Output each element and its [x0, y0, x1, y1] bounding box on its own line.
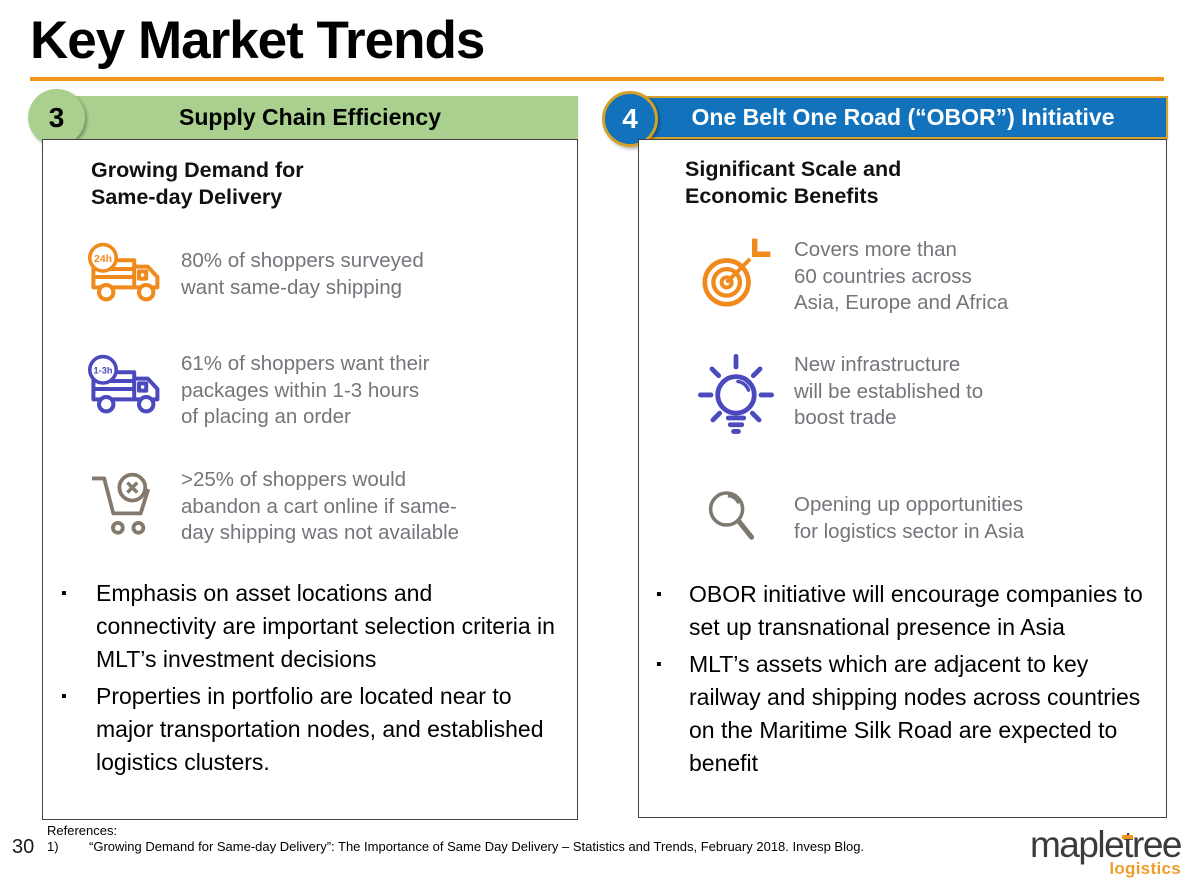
logo-word-start: maple: [1029, 824, 1125, 865]
stat-text-cart-abandon: >25% of shoppers would abandon a cart on…: [181, 468, 460, 544]
right-panel-box: Significant Scale and Economic Benefits …: [638, 139, 1167, 818]
stat-text-opportunities: Opening up opportunities for logistics s…: [794, 493, 1025, 543]
reference-number: 1): [47, 839, 59, 854]
truck-1-3h-badge-label: 1-3h: [94, 365, 113, 375]
truck-24h-badge-label: 24h: [94, 254, 112, 265]
left-panel-box: Growing Demand for Same-day Delivery 24h…: [42, 139, 578, 820]
right-panel-heading: Significant Scale and Economic Benefits: [685, 157, 902, 208]
title-underline: [30, 77, 1164, 81]
stat-text-same-day: 80% of shoppers surveyed want same-day s…: [181, 249, 424, 299]
stat-text-1-3-hours: 61% of shoppers want their packages with…: [181, 352, 430, 428]
left-bullet-list: ▪ Emphasis on asset locations and connec…: [61, 577, 569, 779]
bullet-text: MLT’s assets which are adjacent to key r…: [689, 651, 1141, 776]
logo-wordmark: mapletree: [1003, 824, 1183, 865]
abandoned-cart-icon: [89, 460, 165, 544]
bullet-item: ▪ OBOR initiative will encourage compani…: [656, 578, 1158, 644]
left-panel-number-badge: 3: [28, 89, 85, 146]
reference-text: “Growing Demand for Same-day Delivery”: …: [89, 839, 865, 854]
reference-item: 1) “Growing Demand for Same-day Delivery…: [47, 839, 864, 854]
bullet-marker: ▪: [656, 586, 662, 603]
bullet-marker: ▪: [61, 585, 67, 602]
logo-word-end: ree: [1132, 824, 1182, 865]
bullet-marker: ▪: [61, 688, 67, 705]
lightbulb-icon: [687, 343, 785, 443]
logo-sub-label: logistics: [1109, 859, 1181, 878]
left-panel-header-bar: Supply Chain Efficiency: [42, 96, 578, 139]
bullet-text: OBOR initiative will encourage companies…: [689, 581, 1143, 640]
right-panel-number: 4: [622, 103, 638, 134]
page-title: Key Market Trends: [30, 11, 485, 70]
right-panel-number-badge: 4: [602, 91, 658, 147]
page-number: 30: [12, 836, 35, 858]
bullet-item: ▪ Properties in portfolio are located ne…: [61, 680, 569, 779]
truck-24h-icon: 24h: [83, 238, 171, 316]
left-panel-number: 3: [48, 101, 65, 133]
right-bullet-list: ▪ OBOR initiative will encourage compani…: [656, 578, 1158, 780]
bullet-item: ▪ Emphasis on asset locations and connec…: [61, 577, 569, 676]
right-panel-header-bar: One Belt One Road (“OBOR”) Initiative: [638, 96, 1168, 139]
bullet-text: Emphasis on asset locations and connecti…: [96, 580, 555, 672]
logo-t-glyph: t: [1122, 824, 1133, 865]
bullet-text: Properties in portfolio are located near…: [96, 683, 544, 775]
left-panel-heading: Growing Demand for Same-day Delivery: [91, 158, 304, 209]
stat-text-countries: Covers more than 60 countries across Asi…: [794, 238, 1009, 314]
truck-1-3h-icon: 1-3h: [83, 350, 171, 428]
stat-text-infrastructure: New infrastructure will be established t…: [794, 353, 984, 429]
left-panel-header-label: Supply Chain Efficiency: [179, 104, 441, 130]
references-label: References:: [47, 823, 118, 838]
right-panel-header-label: One Belt One Road (“OBOR”) Initiative: [691, 104, 1115, 130]
magnifier-icon: [701, 483, 765, 553]
bullet-marker: ▪: [656, 656, 662, 673]
mapletree-logo: mapletree logistics: [1003, 824, 1183, 879]
target-icon: [697, 233, 775, 313]
bullet-item: ▪ MLT’s assets which are adjacent to key…: [656, 648, 1158, 780]
